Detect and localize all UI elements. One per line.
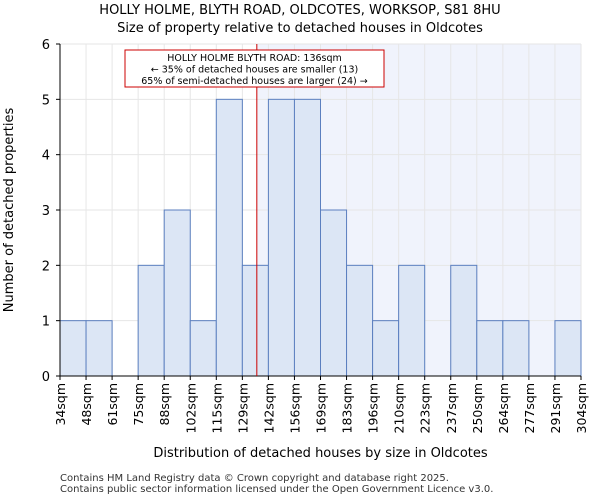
histogram-bar xyxy=(215,98,243,377)
x-tick-label: 264sqm xyxy=(496,383,511,433)
annotation-line-1: HOLLY HOLME BLYTH ROAD: 136sqm xyxy=(167,53,342,64)
histogram-bar xyxy=(241,264,269,377)
y-tick-label: 0 xyxy=(42,370,50,385)
x-tick-label: 102sqm xyxy=(183,383,198,433)
histogram-bar xyxy=(554,320,582,377)
annotation-box xyxy=(124,49,385,88)
footer-line-1: Contains HM Land Registry data © Crown c… xyxy=(60,473,449,484)
histogram-bar xyxy=(85,320,113,377)
histogram-bar xyxy=(293,98,322,377)
histogram-chart: 0 1 2 3 4 5 6 34sqm 48sqm 61sqm 75sqm 88sqm 102sqm 11… xyxy=(2,38,589,461)
y-tick-label: 2 xyxy=(42,259,50,274)
x-tick-label: 129sqm xyxy=(235,383,250,433)
footer-line-2: Contains public sector information licen… xyxy=(60,484,494,495)
histogram-bar xyxy=(320,209,348,377)
histogram-bar xyxy=(476,320,504,377)
x-tick-label: 250sqm xyxy=(470,383,485,433)
x-tick-label: 183sqm xyxy=(340,383,355,433)
y-axis-label: Number of detached properties xyxy=(2,108,17,313)
annotation-line-2: ← 35% of detached houses are smaller (13… xyxy=(151,65,358,76)
histogram-bar xyxy=(372,320,400,377)
x-tick-label: 169sqm xyxy=(314,383,329,433)
x-tick-label: 156sqm xyxy=(287,383,302,433)
histogram-bar xyxy=(189,320,217,377)
y-tick-label: 5 xyxy=(42,93,50,108)
histogram-bar xyxy=(502,320,530,377)
annotation-line-3: 65% of semi-detached houses are larger (… xyxy=(141,76,368,87)
x-axis-label: Distribution of detached houses by size … xyxy=(153,446,488,461)
histogram-bar xyxy=(346,264,374,377)
y-tick-label: 1 xyxy=(42,315,50,330)
y-tick-label: 4 xyxy=(42,149,50,164)
x-tick-label: 48sqm xyxy=(79,383,94,426)
histogram-bar xyxy=(450,264,478,377)
x-tick-label: 115sqm xyxy=(209,383,224,433)
x-tick-label: 196sqm xyxy=(366,383,381,433)
x-tick-label: 223sqm xyxy=(418,383,433,433)
x-tick-label: 75sqm xyxy=(131,383,146,426)
y-tick-label: 6 xyxy=(42,38,50,53)
x-tick-label: 277sqm xyxy=(522,383,537,433)
x-tick-label: 142sqm xyxy=(261,383,276,433)
histogram-bar xyxy=(398,264,426,377)
histogram-bar xyxy=(163,209,191,377)
histogram-bar xyxy=(59,320,87,377)
x-tick-label: 291sqm xyxy=(548,383,563,433)
chart-subtitle: Size of property relative to detached ho… xyxy=(117,21,483,36)
x-tick-label: 304sqm xyxy=(574,383,589,433)
histogram-bar xyxy=(267,98,295,377)
chart-title: HOLLY HOLME, BLYTH ROAD, OLDCOTES, WORKS… xyxy=(99,3,501,18)
x-tick-label: 61sqm xyxy=(105,383,120,426)
x-tick-label: 210sqm xyxy=(392,383,407,433)
y-tick-label: 3 xyxy=(42,204,50,219)
x-tick-label: 34sqm xyxy=(53,383,68,426)
histogram-bar xyxy=(137,264,165,377)
x-tick-label: 88sqm xyxy=(157,383,172,426)
x-tick-label: 237sqm xyxy=(444,383,459,433)
